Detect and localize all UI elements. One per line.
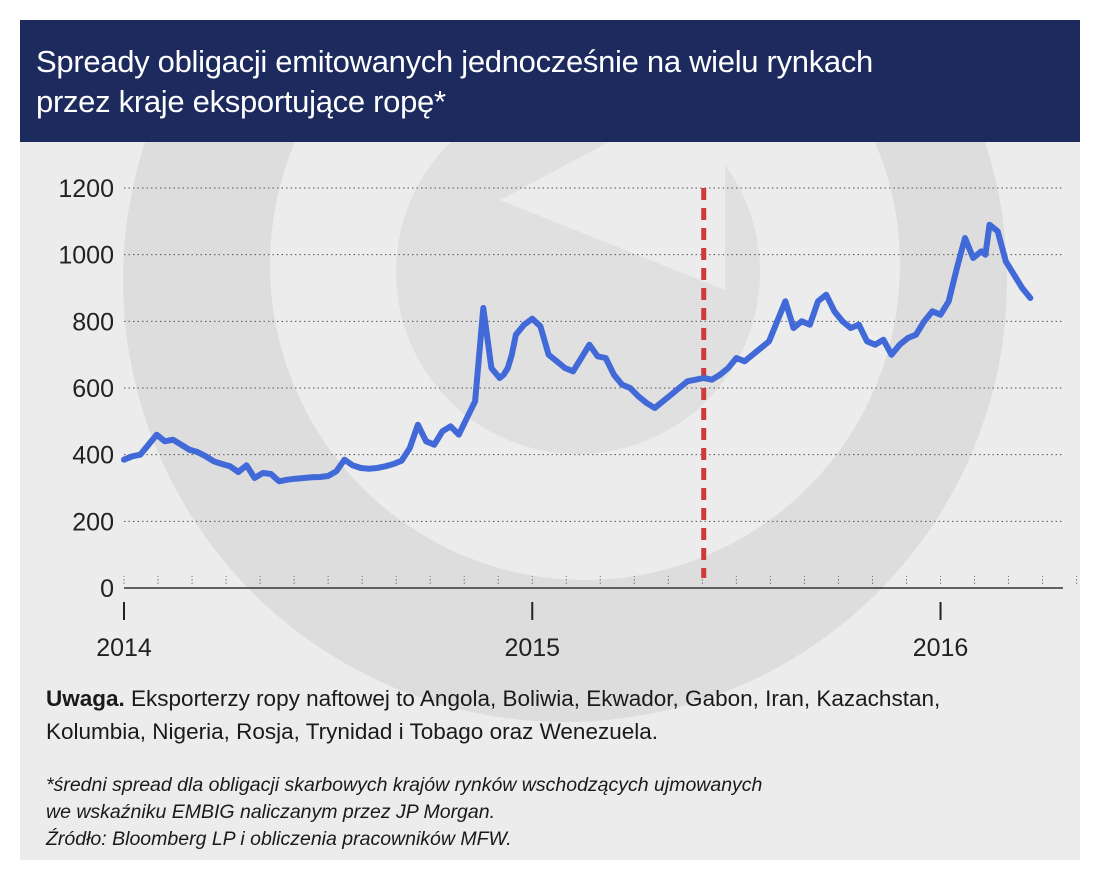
title-line-1: Spready obligacji emitowanych jednocześn… <box>36 44 873 79</box>
y-tick-label-800: 800 <box>72 308 114 336</box>
x-tick-label-2016: 2016 <box>913 634 969 662</box>
y-tick-label-1200: 1200 <box>58 175 114 203</box>
y-tick-label-600: 600 <box>72 375 114 403</box>
y-tick-label-0: 0 <box>100 575 114 603</box>
source-note: Źródło: Bloomberg LP i obliczenia pracow… <box>46 828 512 850</box>
x-tick-label-2015: 2015 <box>504 634 560 662</box>
x-tick-label-2014: 2014 <box>96 634 152 662</box>
footnote-line-1: *średni spread dla obligacji skarbowych … <box>46 774 763 796</box>
note: Uwaga. Eksporterzy ropy naftowej to Ango… <box>46 682 1046 748</box>
y-tick-label-1000: 1000 <box>58 242 114 270</box>
footnote-line-2: we wskaźniku EMBIG naliczanym przez JP M… <box>46 801 496 823</box>
y-tick-label-200: 200 <box>72 508 114 536</box>
y-tick-label-400: 400 <box>72 442 114 470</box>
note-label: Uwaga. <box>46 686 125 711</box>
chart-title: Spready obligacji emitowanych jednocześn… <box>36 42 1056 122</box>
series-line-0 <box>121 221 1034 485</box>
note-text: Eksporterzy ropy naftowej to Angola, Bol… <box>46 686 941 744</box>
infographic-card: Spready obligacji emitowanych jednocześn… <box>20 20 1080 860</box>
title-line-2: przez kraje eksportujące ropę* <box>36 84 446 119</box>
line-chart: 0 200 400 600 800 1000 1200 2014 2015 2016 <box>58 175 1078 662</box>
header-banner: Spready obligacji emitowanych jednocześn… <box>20 20 1080 142</box>
